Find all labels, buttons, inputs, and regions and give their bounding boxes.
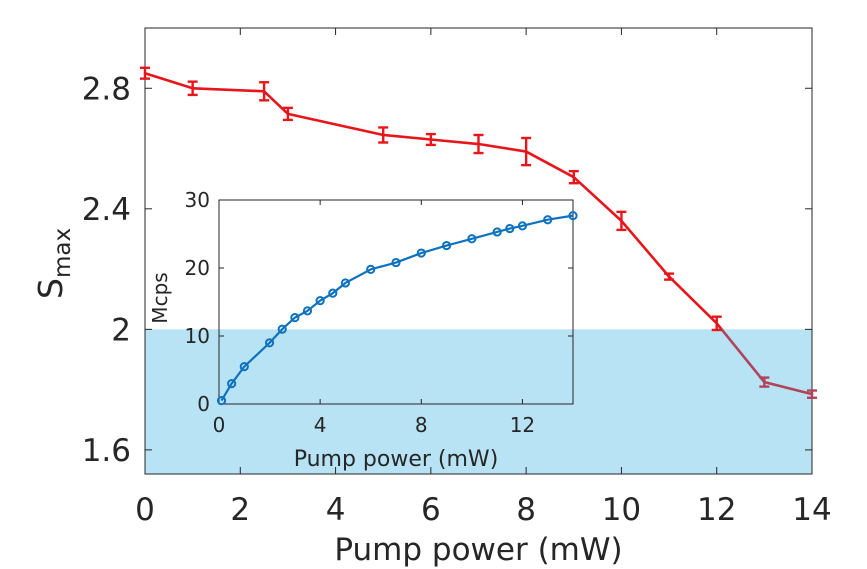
main-x-tick-label: 4 <box>326 492 346 528</box>
main-x-tick-label: 10 <box>602 492 641 528</box>
main-y-tick-label: 2.4 <box>82 192 131 228</box>
main-data-point <box>759 376 770 388</box>
main-y-axis-label-subscript: max <box>50 228 76 278</box>
inset-data-point <box>467 234 477 244</box>
main-data-point <box>568 169 579 185</box>
inset-x-tick-label: 4 <box>314 413 327 437</box>
main-x-tick-label: 6 <box>421 492 441 528</box>
inset-plot: 0 4 8 12 0 10 20 30 Pump power (mW) Mcps <box>148 188 578 472</box>
inset-data-point <box>391 257 401 268</box>
main-data-point <box>473 133 484 155</box>
main-y-axis-label-main: S <box>31 278 70 299</box>
inset-data-point <box>264 338 275 348</box>
main-y-tick-label: 2 <box>111 312 131 348</box>
inset-data-point <box>328 288 338 298</box>
inset-data-point <box>505 223 515 234</box>
main-series-segment <box>429 138 480 146</box>
main-data-point <box>282 106 293 122</box>
inset-data-point <box>543 215 553 225</box>
main-data-point <box>807 389 817 399</box>
inset-data-point <box>568 211 578 221</box>
main-data-point <box>425 132 436 147</box>
inset-x-axis-label: Pump power (mW) <box>294 447 499 472</box>
main-plot-frame <box>144 27 813 475</box>
main-series-segment <box>381 133 433 141</box>
main-data-point <box>664 272 675 281</box>
inset-data-point <box>366 264 376 274</box>
main-series-segment <box>572 175 623 223</box>
main-series-segment <box>763 380 814 396</box>
inset-x-tick-label: 0 <box>213 413 226 437</box>
main-data-point <box>521 136 532 167</box>
inset-background <box>219 200 573 330</box>
main-series-segment <box>262 89 290 116</box>
main-x-tick-label: 0 <box>135 492 155 528</box>
main-y-tick-label: 1.6 <box>82 433 131 469</box>
inset-data-point <box>340 278 351 288</box>
main-series <box>140 66 817 399</box>
inset-data-point <box>492 227 502 237</box>
main-series-segment <box>720 328 766 384</box>
inset-background-band <box>219 329 573 404</box>
inset-data-point <box>216 396 227 406</box>
inset-data-point <box>302 306 313 316</box>
inset-data-point <box>315 296 325 306</box>
main-series-segment <box>191 86 266 93</box>
main-data-point <box>711 315 722 332</box>
inset-data-point <box>517 221 528 231</box>
inset-x-tick-label: 12 <box>510 413 535 437</box>
main-data-point <box>259 81 270 102</box>
main-data-point <box>187 80 198 97</box>
main-series-segment <box>667 275 719 325</box>
inset-y-tick-label: 0 <box>197 392 210 416</box>
main-series-segment <box>620 219 671 278</box>
main-y-axis-label: Smax <box>31 228 76 299</box>
main-x-tick-label: 2 <box>230 492 250 528</box>
inset-y-tick-label: 20 <box>185 256 210 280</box>
main-x-tick-label: 14 <box>792 492 831 528</box>
inset-series <box>216 211 578 406</box>
inset-data-point <box>290 313 300 323</box>
main-series-segment <box>286 112 385 137</box>
inset-data-point <box>416 248 426 258</box>
main-series-segment <box>143 71 194 90</box>
main-data-point <box>616 210 627 232</box>
inset-y-tick-label: 30 <box>185 188 210 212</box>
inset-data-point <box>239 362 249 372</box>
inset-data-point <box>277 324 287 334</box>
inset-plot-frame <box>218 199 574 405</box>
main-ticks: 0 2 4 6 8 10 12 14 1.6 2 2.4 2.8 <box>82 28 832 528</box>
inset-data-point <box>227 379 237 389</box>
main-series-segment <box>524 150 576 179</box>
inset-x-tick-label: 8 <box>415 413 428 437</box>
inset-y-tick-label: 10 <box>185 324 210 348</box>
main-data-point <box>378 126 389 144</box>
main-series-segment <box>477 142 528 153</box>
main-x-axis-label: Pump power (mW) <box>334 532 622 568</box>
main-y-tick-label: 2.8 <box>82 71 131 107</box>
inset-y-axis-label: Mcps <box>148 272 172 323</box>
main-x-tick-label: 12 <box>697 492 736 528</box>
inset-ticks: 0 4 8 12 0 10 20 30 <box>185 188 573 437</box>
main-data-point <box>140 66 150 80</box>
main-x-tick-label: 8 <box>516 492 536 528</box>
inset-data-point <box>441 240 452 251</box>
